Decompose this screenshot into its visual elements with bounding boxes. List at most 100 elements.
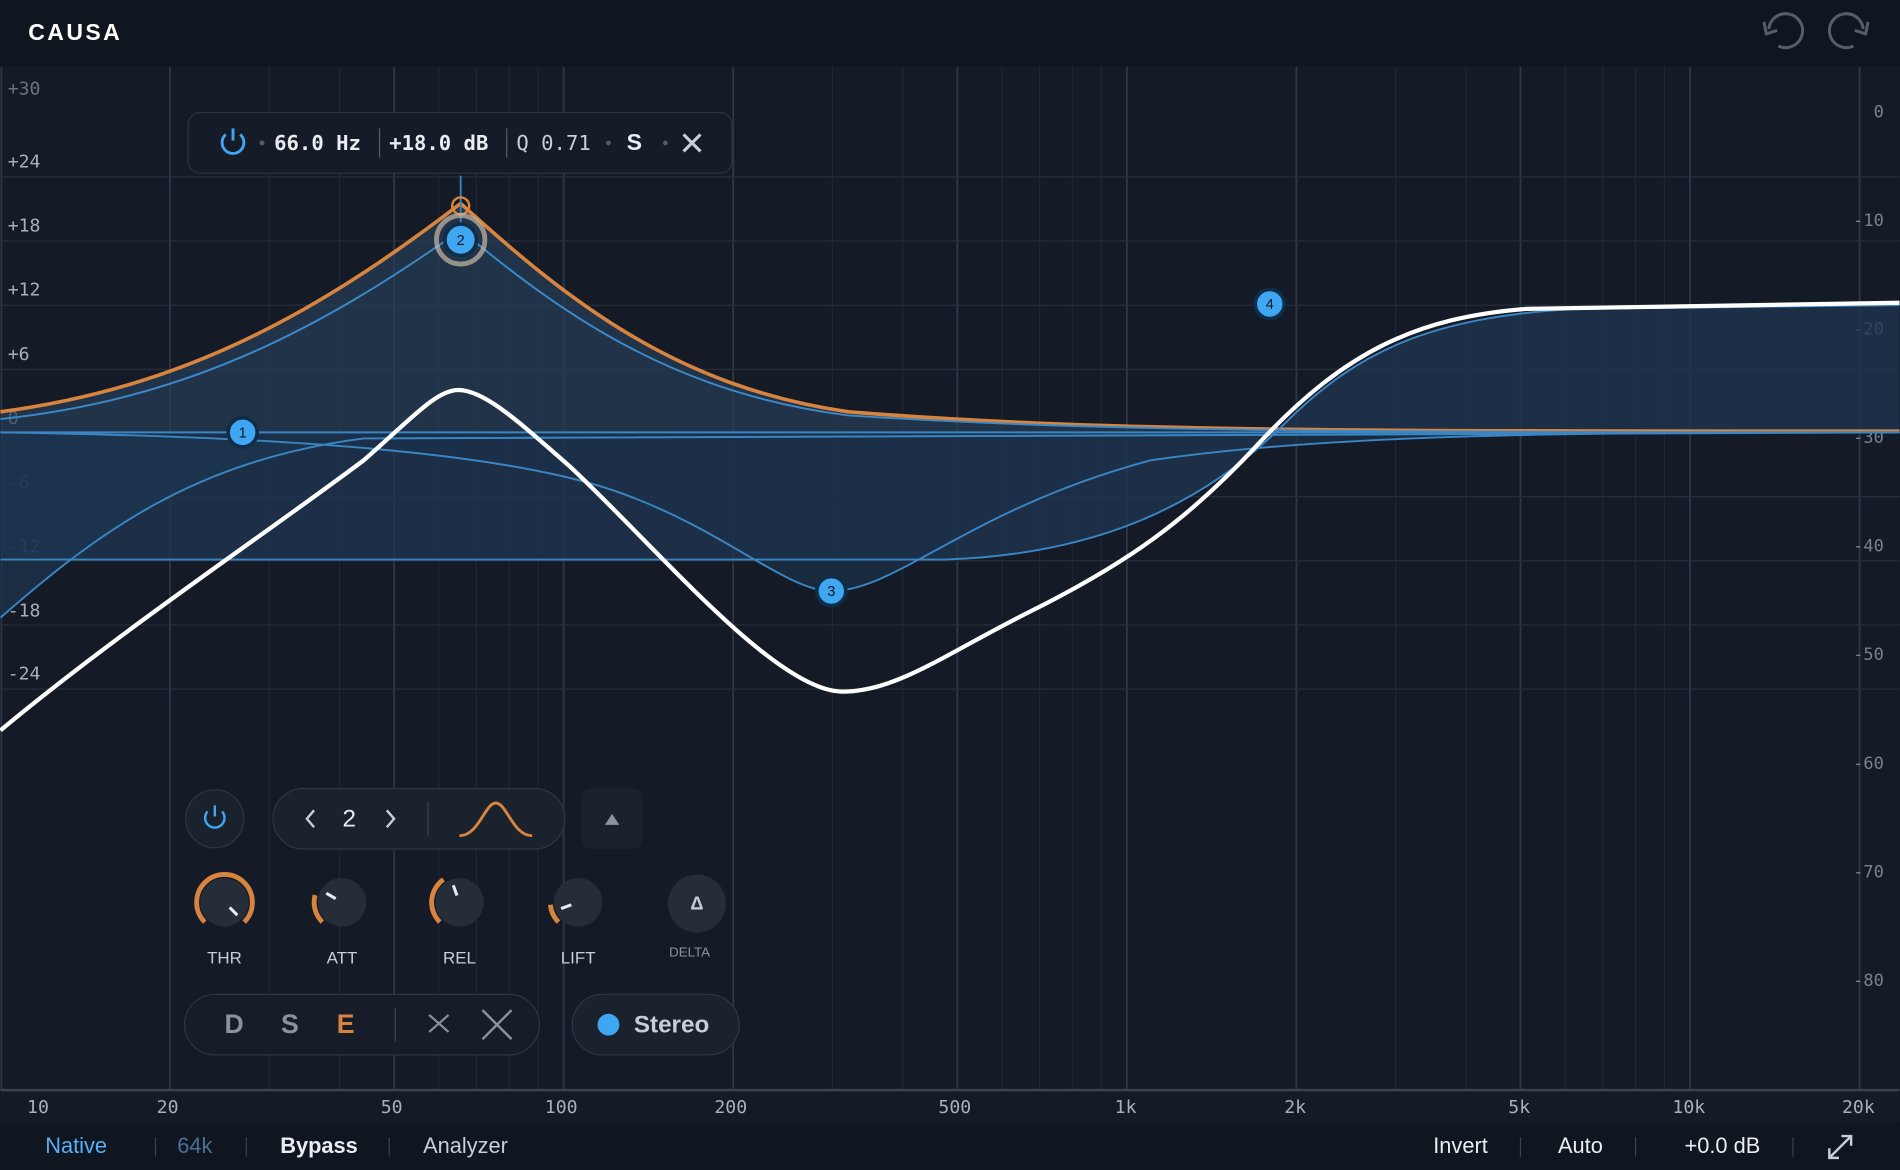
meter-label: -40 [1853, 536, 1884, 556]
mode-s[interactable]: S [281, 1009, 299, 1039]
redo[interactable] [1827, 12, 1870, 50]
knob-arc [429, 877, 445, 924]
meter-label: 0 [1874, 102, 1884, 122]
band-node[interactable] [1253, 287, 1287, 321]
popup-solo[interactable]: S [627, 129, 642, 155]
db-label: +6 [8, 344, 30, 365]
band-node[interactable] [814, 574, 848, 608]
footer-item[interactable]: Invert [1433, 1133, 1488, 1158]
footer-item[interactable]: 64k [177, 1133, 212, 1158]
sep [259, 140, 265, 146]
node-label: 2 [457, 233, 465, 249]
mode-box [183, 993, 541, 1056]
freq-label: 100 [545, 1097, 578, 1118]
band-panel: 2 THR ATT REL LIFT Δ DELTA D S E Stereo [183, 787, 740, 1056]
dip-curve [0, 431, 1900, 593]
band-power[interactable] [185, 789, 245, 849]
mode-d[interactable]: D [225, 1009, 244, 1039]
footer-item[interactable]: Analyzer [423, 1133, 508, 1158]
peak-fill [0, 205, 1900, 433]
collapse-icon [604, 813, 620, 825]
node-ring [434, 213, 488, 267]
freq-label: 5k [1508, 1097, 1530, 1118]
footer-item[interactable]: Auto [1558, 1133, 1603, 1158]
db-label: +12 [8, 280, 41, 301]
popup-gain[interactable]: +18.0 dB [389, 131, 488, 155]
band-node[interactable] [443, 222, 479, 258]
db-label: +18 [8, 215, 41, 236]
node-label: 3 [827, 584, 835, 600]
freq-label: 10k [1672, 1097, 1705, 1118]
band-arrows[interactable] [305, 809, 396, 829]
freq-label: 50 [381, 1097, 403, 1118]
top-bar [0, 0, 1900, 67]
knob-label: THR [207, 949, 242, 968]
footer-item[interactable]: +0.0 dB [1685, 1133, 1761, 1158]
footer-item[interactable]: Native [45, 1133, 107, 1158]
channel-label: Stereo [634, 1011, 709, 1038]
app-title: CAUSA [28, 19, 122, 45]
band-selector [272, 787, 566, 850]
db-label: +24 [8, 151, 41, 172]
node-label: 1 [239, 425, 247, 441]
db-label: +30 [8, 79, 41, 100]
footer [0, 1122, 1900, 1170]
meter-label: -60 [1853, 753, 1884, 773]
band-number: 2 [343, 805, 356, 832]
resize-icon[interactable] [1828, 1134, 1853, 1160]
power-icon [203, 805, 226, 829]
freq-label: 10 [27, 1097, 49, 1118]
knob[interactable] [553, 878, 603, 927]
shape-icon[interactable] [459, 801, 533, 838]
knob-pointer [560, 903, 572, 910]
channel-dot [597, 1013, 620, 1036]
meter-label: -50 [1853, 644, 1884, 664]
knob-label: REL [443, 949, 476, 968]
knob-pointer [228, 906, 239, 917]
db-label: -18 [8, 601, 41, 622]
nodes: 1 2 3 4 [226, 222, 1287, 608]
knob[interactable] [200, 878, 249, 927]
popup-q[interactable]: Q 0.71 [516, 131, 590, 155]
meter-label: -80 [1853, 970, 1884, 990]
db-label: -24 [8, 664, 41, 685]
total-curve [0, 300, 1900, 732]
footer-item[interactable]: Bypass [280, 1133, 358, 1158]
knobs: THR ATT REL LIFT [194, 872, 603, 968]
band-node[interactable] [226, 416, 260, 449]
popup-freq[interactable]: 66.0 Hz [274, 131, 361, 155]
channel-button[interactable] [571, 993, 740, 1056]
knob[interactable] [435, 878, 484, 927]
shelf-curve [0, 304, 1900, 561]
meter-label: -70 [1853, 861, 1884, 881]
curves [0, 175, 1900, 732]
popup-close[interactable] [682, 133, 702, 153]
knob-label: ATT [327, 949, 358, 968]
freq-label: 500 [938, 1097, 971, 1118]
popup-box [187, 112, 733, 174]
knob[interactable] [317, 878, 367, 927]
cut-icon[interactable] [428, 1014, 450, 1033]
mode-e[interactable]: E [337, 1009, 355, 1039]
delta-button[interactable] [667, 874, 726, 933]
delta-label: DELTA [669, 945, 710, 960]
delete-icon[interactable] [481, 1009, 513, 1041]
axis-line [0, 1088, 1900, 1092]
sep [662, 140, 668, 146]
freq-label: 2k [1284, 1097, 1306, 1118]
hp-fill [0, 432, 1900, 618]
freq-label: 200 [714, 1097, 747, 1118]
knob-arc [194, 872, 255, 924]
knob-arc [311, 894, 325, 924]
footer-items: Native 64k Bypass Analyzer Invert Auto +0.0 dB [45, 1133, 1794, 1158]
undo[interactable] [1762, 12, 1805, 50]
knob-label: LIFT [561, 949, 596, 968]
node-label: 4 [1266, 297, 1274, 313]
freq-label: 20 [157, 1097, 179, 1118]
band-popup: 66.0 Hz +18.0 dB Q 0.71 S [187, 112, 733, 174]
power-icon[interactable] [220, 128, 246, 155]
knob-pointer [451, 884, 459, 897]
